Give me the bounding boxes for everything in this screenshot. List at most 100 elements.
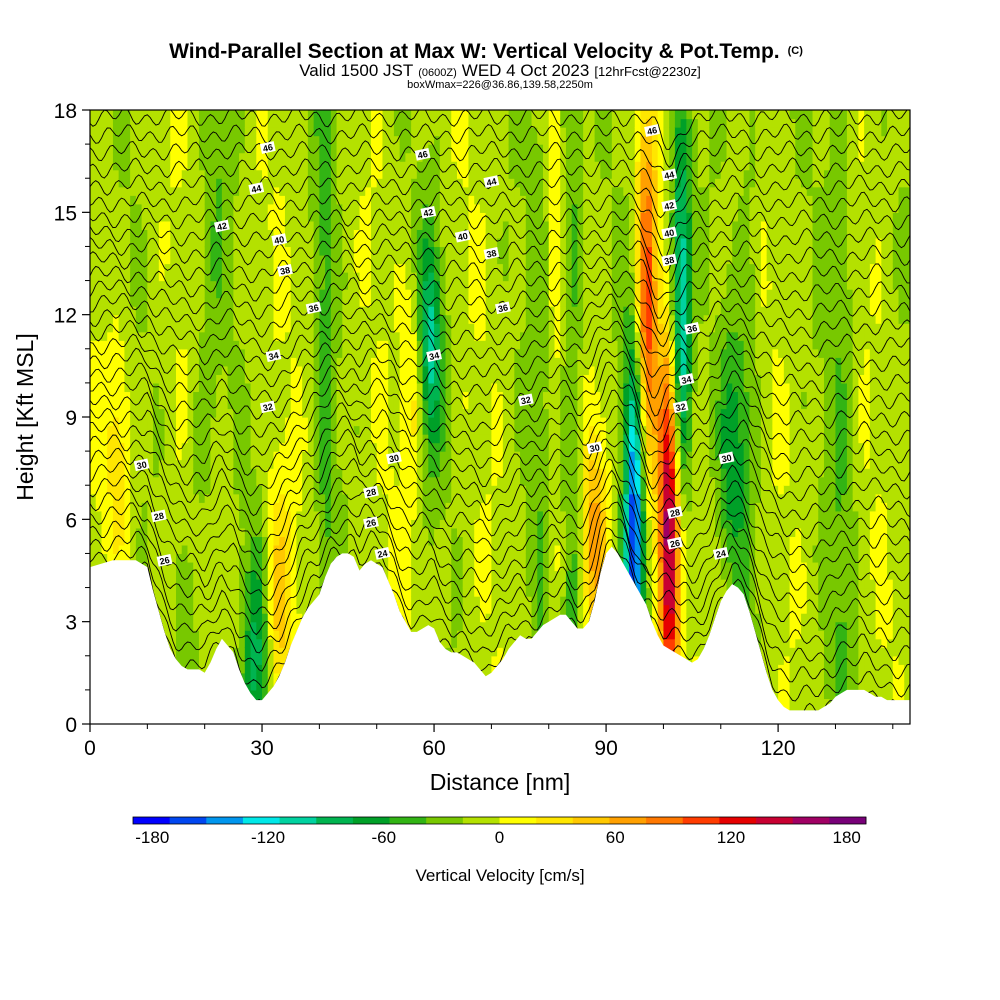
field-cell — [262, 527, 269, 537]
field-cell — [434, 110, 441, 120]
field-cell — [296, 340, 303, 350]
field-cell — [382, 459, 389, 469]
field-cell — [376, 110, 384, 120]
field-cell — [221, 323, 229, 333]
field-cell — [256, 323, 263, 333]
field-cell — [313, 289, 320, 299]
field-cell — [474, 630, 481, 640]
field-cell — [227, 237, 234, 248]
field-cell — [462, 553, 470, 563]
field-cell — [468, 348, 475, 358]
field-cell — [95, 254, 103, 265]
field-cell — [325, 169, 332, 179]
field-cell — [279, 434, 286, 444]
field-cell — [239, 442, 246, 452]
field-cell — [456, 272, 464, 282]
field-cell — [95, 399, 103, 410]
field-cell — [451, 365, 458, 375]
field-cell — [468, 647, 475, 657]
field-cell — [164, 289, 171, 299]
field-cell — [233, 237, 240, 248]
field-cell — [456, 323, 464, 333]
field-cell — [239, 254, 246, 265]
field-cell — [474, 587, 481, 597]
field-cell — [370, 195, 378, 205]
field-cell — [204, 331, 212, 341]
field-cell — [187, 246, 194, 256]
field-cell — [451, 587, 458, 597]
field-cell — [239, 510, 246, 520]
field-cell — [479, 536, 487, 546]
field-cell — [187, 613, 194, 623]
field-cell — [221, 587, 229, 597]
field-cell — [284, 630, 292, 640]
field-cell — [279, 348, 286, 358]
field-cell — [244, 144, 252, 154]
field-cell — [445, 246, 452, 256]
field-cell — [451, 144, 458, 154]
field-cell — [112, 331, 120, 341]
field-cell — [399, 297, 406, 307]
field-cell — [267, 630, 275, 640]
field-cell — [290, 323, 298, 333]
field-cell — [227, 178, 234, 188]
field-cell — [244, 263, 252, 273]
field-cell — [112, 365, 120, 375]
field-cell — [130, 468, 137, 478]
field-cell — [428, 263, 435, 273]
field-cell — [95, 510, 103, 520]
field-cell — [313, 425, 320, 435]
field-cell — [462, 323, 470, 333]
field-cell — [210, 365, 217, 375]
field-cell — [147, 485, 154, 495]
field-cell — [313, 553, 320, 563]
field-cell — [210, 289, 217, 299]
field-cell — [250, 212, 257, 222]
field-cell — [416, 323, 424, 333]
field-cell — [221, 493, 229, 503]
field-cell — [370, 118, 378, 128]
field-cell — [244, 485, 252, 495]
field-cell — [279, 169, 286, 179]
field-cell — [376, 195, 384, 205]
field-cell — [233, 579, 240, 589]
field-cell — [187, 297, 194, 307]
field-cell — [262, 544, 269, 555]
field-cell — [118, 220, 125, 230]
field-cell — [118, 152, 125, 162]
field-cell — [147, 246, 154, 256]
field-cell — [479, 493, 487, 503]
field-cell — [416, 306, 424, 316]
field-cell — [422, 536, 429, 546]
field-cell — [479, 152, 487, 162]
field-cell — [422, 254, 429, 265]
field-cell — [250, 331, 257, 341]
field-cell — [416, 519, 424, 529]
field-cell — [124, 110, 131, 120]
field-cell — [302, 408, 309, 418]
field-cell — [187, 553, 194, 563]
field-cell — [198, 152, 206, 162]
field-cell — [170, 178, 177, 188]
field-cell — [250, 203, 257, 213]
field-cell — [130, 553, 137, 563]
field-cell — [187, 306, 194, 316]
field-cell — [273, 280, 280, 290]
field-cell — [302, 374, 309, 384]
field-cell — [313, 110, 320, 120]
field-cell — [330, 220, 338, 230]
field-cell — [365, 118, 372, 128]
field-cell — [451, 237, 458, 248]
field-cell — [130, 127, 137, 137]
field-cell — [302, 229, 309, 239]
field-cell — [434, 365, 441, 375]
field-cell — [118, 306, 125, 316]
field-cell — [330, 510, 338, 520]
field-cell — [474, 323, 481, 333]
field-cell — [370, 246, 378, 256]
field-cell — [336, 246, 343, 256]
field-cell — [445, 161, 452, 171]
field-cell — [193, 391, 200, 401]
field-cell — [307, 118, 315, 128]
field-cell — [221, 570, 229, 580]
